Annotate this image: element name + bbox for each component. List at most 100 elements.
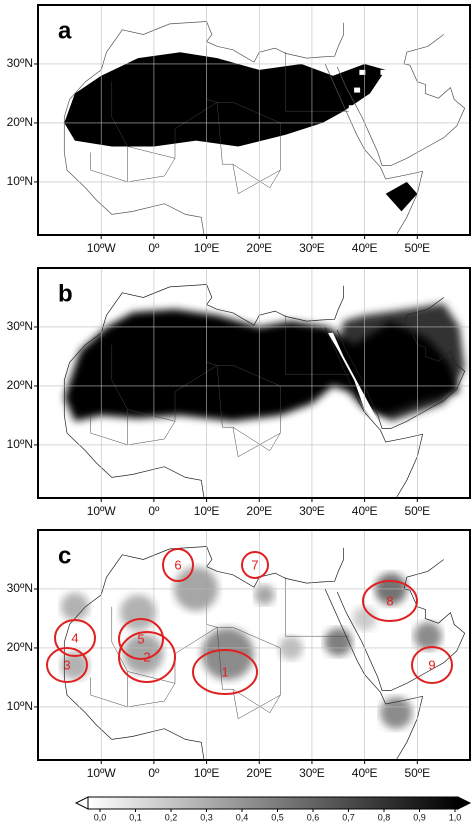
region-circle	[362, 580, 418, 622]
region-label: 4	[71, 630, 78, 645]
coastline	[63, 21, 344, 118]
speckle	[417, 99, 424, 105]
speckle	[390, 46, 397, 52]
map-content	[38, 5, 470, 235]
speckle	[375, 87, 382, 93]
y-tick-label: 20ºN	[7, 640, 33, 654]
map-frame	[37, 529, 471, 761]
probability-blob	[413, 622, 442, 651]
sahara-mask	[64, 52, 386, 147]
region-circle	[118, 631, 176, 683]
panel-label: b	[58, 280, 73, 307]
region-label: 1	[221, 664, 228, 679]
colorbar-tick-label: 1,0	[449, 812, 462, 822]
border	[90, 152, 128, 183]
coastline	[63, 380, 205, 498]
speckle	[369, 105, 376, 111]
colorbar-tick-label: 0,6	[307, 812, 320, 822]
speckle	[401, 81, 408, 87]
colorbar-tick-label: 0,3	[200, 812, 213, 822]
y-tick-label: 10ºN	[7, 437, 33, 451]
probability-blob	[254, 584, 275, 605]
x-tick-label: 40ºE	[352, 766, 378, 780]
colorbar-min-arrow	[74, 796, 89, 810]
map-content	[38, 268, 470, 498]
colorbar-ramp	[87, 796, 459, 810]
region-circle	[118, 618, 164, 660]
region-circle	[46, 647, 88, 683]
coastline	[63, 284, 344, 381]
colorbar-tick-label: 0,5	[271, 812, 284, 822]
border	[285, 315, 349, 375]
speckle	[454, 58, 461, 64]
x-tick-label: 30ºE	[299, 766, 325, 780]
x-tick-label: 10ºE	[194, 504, 220, 518]
x-tick-label: 30ºE	[299, 504, 325, 518]
speckle	[412, 58, 419, 64]
region-label: 2	[143, 649, 150, 664]
border	[127, 409, 176, 446]
speckle	[364, 52, 371, 58]
border	[285, 577, 349, 637]
y-tick-label: 10ºN	[7, 174, 33, 188]
sahara-field	[64, 309, 460, 422]
coastline	[336, 34, 466, 166]
map-frame	[37, 267, 471, 499]
x-tick-label: 40ºE	[352, 504, 378, 518]
colorbar-tick-label: 0,0	[94, 812, 107, 822]
region-circle	[241, 551, 269, 579]
speckle	[422, 93, 429, 99]
region-label: 7	[251, 557, 258, 572]
speckle	[343, 52, 350, 58]
border	[127, 671, 176, 708]
horn-mask	[385, 181, 418, 212]
speckle	[448, 75, 455, 81]
speckle	[359, 69, 366, 75]
speckle	[412, 46, 419, 52]
y-tick-label: 20ºN	[7, 378, 33, 392]
map-frame	[37, 4, 471, 236]
speckle	[406, 63, 413, 69]
region-circle	[192, 649, 258, 695]
speckle	[448, 87, 455, 93]
x-tick-label: 10ºW	[87, 504, 117, 518]
colorbar-tick-label: 0,7	[342, 812, 355, 822]
speckle	[433, 58, 440, 64]
colorbar-tick-label: 0,9	[413, 812, 426, 822]
speckle	[354, 87, 361, 93]
x-tick-label: 10ºE	[194, 241, 220, 255]
border	[90, 677, 128, 708]
map-content	[38, 530, 470, 760]
red-sea	[327, 332, 381, 428]
speckle	[348, 105, 355, 111]
x-tick-label: 50ºE	[404, 241, 430, 255]
region-label: 5	[137, 631, 144, 646]
probability-blob	[60, 651, 89, 680]
x-tick-label: 10ºE	[194, 766, 220, 780]
x-tick-label: 0º	[148, 766, 160, 780]
y-tick-label: 10ºN	[7, 699, 33, 713]
border	[285, 52, 349, 112]
coastline	[336, 559, 466, 691]
region-circle	[411, 646, 453, 684]
speckle	[343, 40, 350, 46]
y-tick-label: 30ºN	[7, 56, 33, 70]
x-tick-label: 10ºW	[87, 766, 117, 780]
colorbar-tick-label: 0,8	[378, 812, 391, 822]
x-tick-label: 30ºE	[299, 241, 325, 255]
border	[90, 415, 128, 446]
coastline	[63, 642, 205, 760]
region-circle	[54, 619, 96, 657]
region-label: 8	[386, 593, 393, 608]
y-tick-label: 30ºN	[7, 581, 33, 595]
region-circle	[162, 548, 194, 582]
y-tick-label: 20ºN	[7, 115, 33, 129]
region-label: 6	[174, 557, 181, 572]
coastline	[63, 117, 205, 235]
probability-blob	[60, 592, 89, 621]
speckle	[375, 99, 382, 105]
x-tick-label: 50ºE	[404, 766, 430, 780]
probability-blob	[380, 696, 413, 729]
region-label: 9	[428, 657, 435, 672]
